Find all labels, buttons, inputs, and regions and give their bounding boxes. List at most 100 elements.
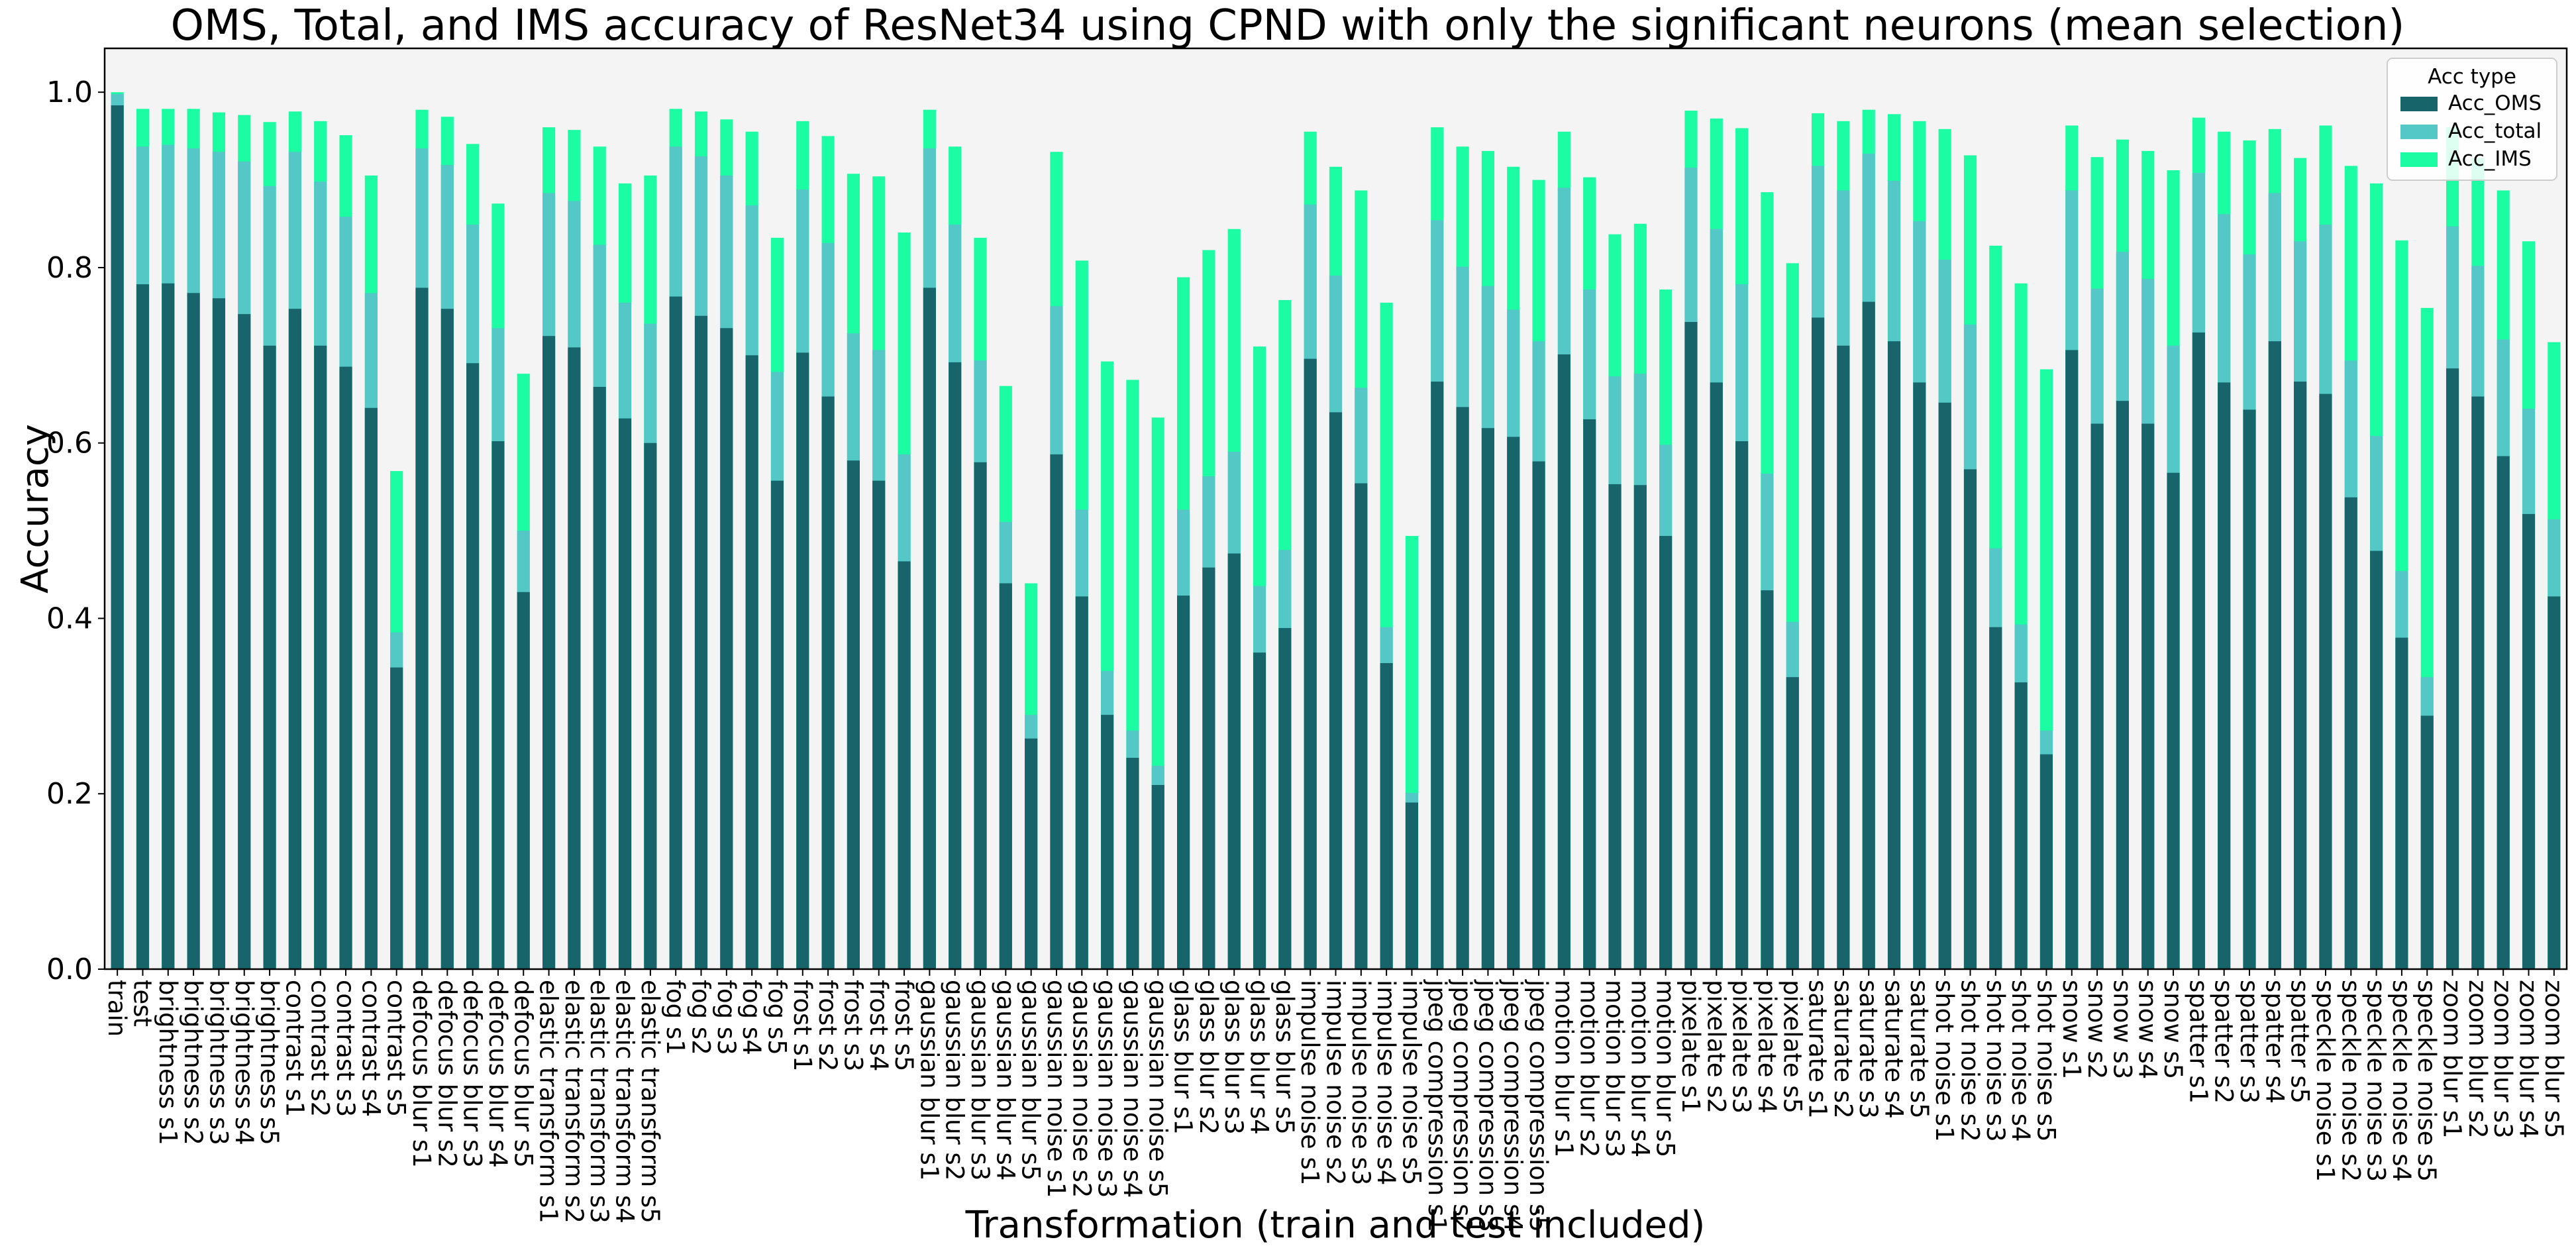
bar-acc-oms [2065, 350, 2079, 969]
bar-acc-oms [1075, 596, 1088, 969]
bar-acc-oms [644, 443, 657, 969]
x-tick-label: elastic transform s1 [535, 980, 563, 1224]
x-tick-label: gaussian blur s2 [941, 980, 969, 1180]
x-tick-label: frost s3 [839, 980, 867, 1071]
bar-acc-oms [1227, 553, 1241, 969]
x-tick-label: saturate s5 [1905, 980, 1933, 1119]
x-tick-label: frost s1 [788, 980, 817, 1071]
y-tick-label: 0.0 [46, 953, 93, 986]
x-tick-label: jpeg compression s4 [1499, 979, 1527, 1232]
bar-acc-oms [2192, 332, 2205, 969]
x-tick-label: gaussian blur s1 [915, 980, 943, 1180]
x-tick-label: snow s3 [2108, 980, 2136, 1079]
bar-acc-oms [1557, 354, 1571, 969]
x-tick-label: zoom blur s5 [2540, 980, 2568, 1139]
bar-acc-oms [1025, 738, 1038, 969]
bar-acc-oms [999, 583, 1012, 969]
x-tick-label: impulse noise s4 [1372, 980, 1400, 1185]
bar-acc-oms [1583, 419, 1596, 969]
legend-swatch [2400, 125, 2438, 139]
x-tick-label: motion blur s1 [1549, 980, 1578, 1157]
bar-acc-oms [1862, 301, 1875, 970]
bar-acc-oms [1456, 407, 1469, 969]
x-tick-label: frost s5 [890, 980, 918, 1071]
x-tick-label: fog s4 [737, 980, 766, 1055]
bar-acc-oms [1177, 596, 1190, 969]
bar-acc-oms [390, 667, 403, 969]
x-tick-label: glass blur s2 [1194, 980, 1223, 1135]
x-tick-label: jpeg compression s3 [1473, 979, 1502, 1232]
bar-acc-oms [2471, 396, 2485, 969]
bar-acc-oms [111, 105, 124, 969]
x-tick-label: impulse noise s3 [1347, 980, 1375, 1185]
x-tick-label: brightness s2 [179, 980, 207, 1145]
x-tick-label: gaussian blur s3 [966, 980, 994, 1180]
x-tick-label: test [128, 980, 156, 1027]
bar-acc-oms [796, 352, 809, 969]
x-tick-label: spatter s2 [2210, 980, 2238, 1104]
x-tick-label: train [103, 980, 131, 1037]
x-tick-label: pixelate s5 [1778, 980, 1806, 1114]
bar-acc-oms [1304, 358, 1317, 969]
bar-acc-oms [1938, 402, 1951, 969]
bar-acc-oms [1431, 382, 1444, 969]
x-tick-label: motion blur s2 [1575, 980, 1604, 1157]
x-tick-label: pixelate s2 [1702, 980, 1730, 1114]
x-tick-label: saturate s1 [1804, 980, 1832, 1119]
x-tick-label: elastic transform s4 [611, 980, 639, 1224]
y-tick-label: 0.6 [46, 427, 93, 460]
x-tick-label: jpeg compression s2 [1448, 979, 1476, 1232]
bar-acc-oms [1963, 469, 1977, 969]
bar-acc-oms [694, 315, 708, 969]
bar-acc-oms [2243, 409, 2256, 969]
legend-frame [2387, 58, 2557, 181]
x-tick-label: spatter s4 [2260, 980, 2289, 1104]
x-tick-label: zoom blur s3 [2489, 980, 2517, 1139]
bar-acc-oms [821, 396, 835, 969]
x-tick-label: impulse noise s2 [1321, 980, 1350, 1185]
bar-acc-oms [1278, 628, 1292, 969]
bar-acc-oms [1355, 483, 1368, 969]
legend-title: Acc type [2428, 65, 2516, 89]
bar-acc-oms [720, 328, 733, 969]
x-tick-label: brightness s3 [204, 980, 232, 1145]
x-tick-label: shot noise s1 [1930, 980, 1959, 1142]
bar-acc-oms [669, 296, 682, 969]
bar-acc-oms [1786, 677, 1799, 969]
bar-acc-oms [568, 347, 581, 969]
x-tick-label: zoom blur s4 [2514, 980, 2543, 1139]
x-tick-label: frost s4 [864, 980, 893, 1071]
bar-acc-oms [136, 284, 150, 970]
x-tick-label: fog s5 [762, 980, 791, 1055]
bar-acc-oms [2395, 637, 2408, 969]
x-tick-label: glass blur s3 [1219, 980, 1248, 1135]
plot-frame [103, 47, 2568, 970]
chart-title: OMS, Total, and IMS accuracy of ResNet34… [171, 1, 2405, 50]
x-tick-label: glass blur s4 [1245, 980, 1274, 1135]
bar-acc-oms [2548, 596, 2561, 969]
bar-acc-oms [187, 293, 200, 970]
bar-acc-oms [415, 287, 429, 969]
x-tick-label: pixelate s1 [1676, 980, 1705, 1114]
x-axis-label: Transformation (train and test included) [965, 1204, 1706, 1247]
y-axis-label: Accuracy [14, 424, 57, 594]
x-tick-label: snow s1 [2057, 980, 2086, 1079]
x-tick-label: shot noise s3 [1981, 980, 2010, 1142]
x-tick-label: elastic transform s3 [585, 980, 613, 1224]
y-tick-label: 1.0 [46, 76, 93, 109]
x-tick-label: shot noise s4 [2006, 980, 2035, 1142]
bar-acc-oms [491, 441, 505, 969]
x-tick-label: fog s3 [712, 980, 741, 1055]
bar-acc-oms [1253, 653, 1266, 969]
x-tick-label: defocus blur s5 [509, 980, 537, 1168]
bar-acc-oms [1735, 441, 1749, 969]
x-tick-label: zoom blur s2 [2463, 980, 2492, 1139]
bar-acc-oms [1811, 317, 1825, 969]
x-tick-label: snow s4 [2134, 980, 2162, 1079]
bar-acc-oms [745, 355, 758, 969]
bar-acc-oms [1202, 567, 1215, 969]
bar-acc-oms [2116, 401, 2129, 969]
bar-acc-oms [288, 309, 301, 969]
